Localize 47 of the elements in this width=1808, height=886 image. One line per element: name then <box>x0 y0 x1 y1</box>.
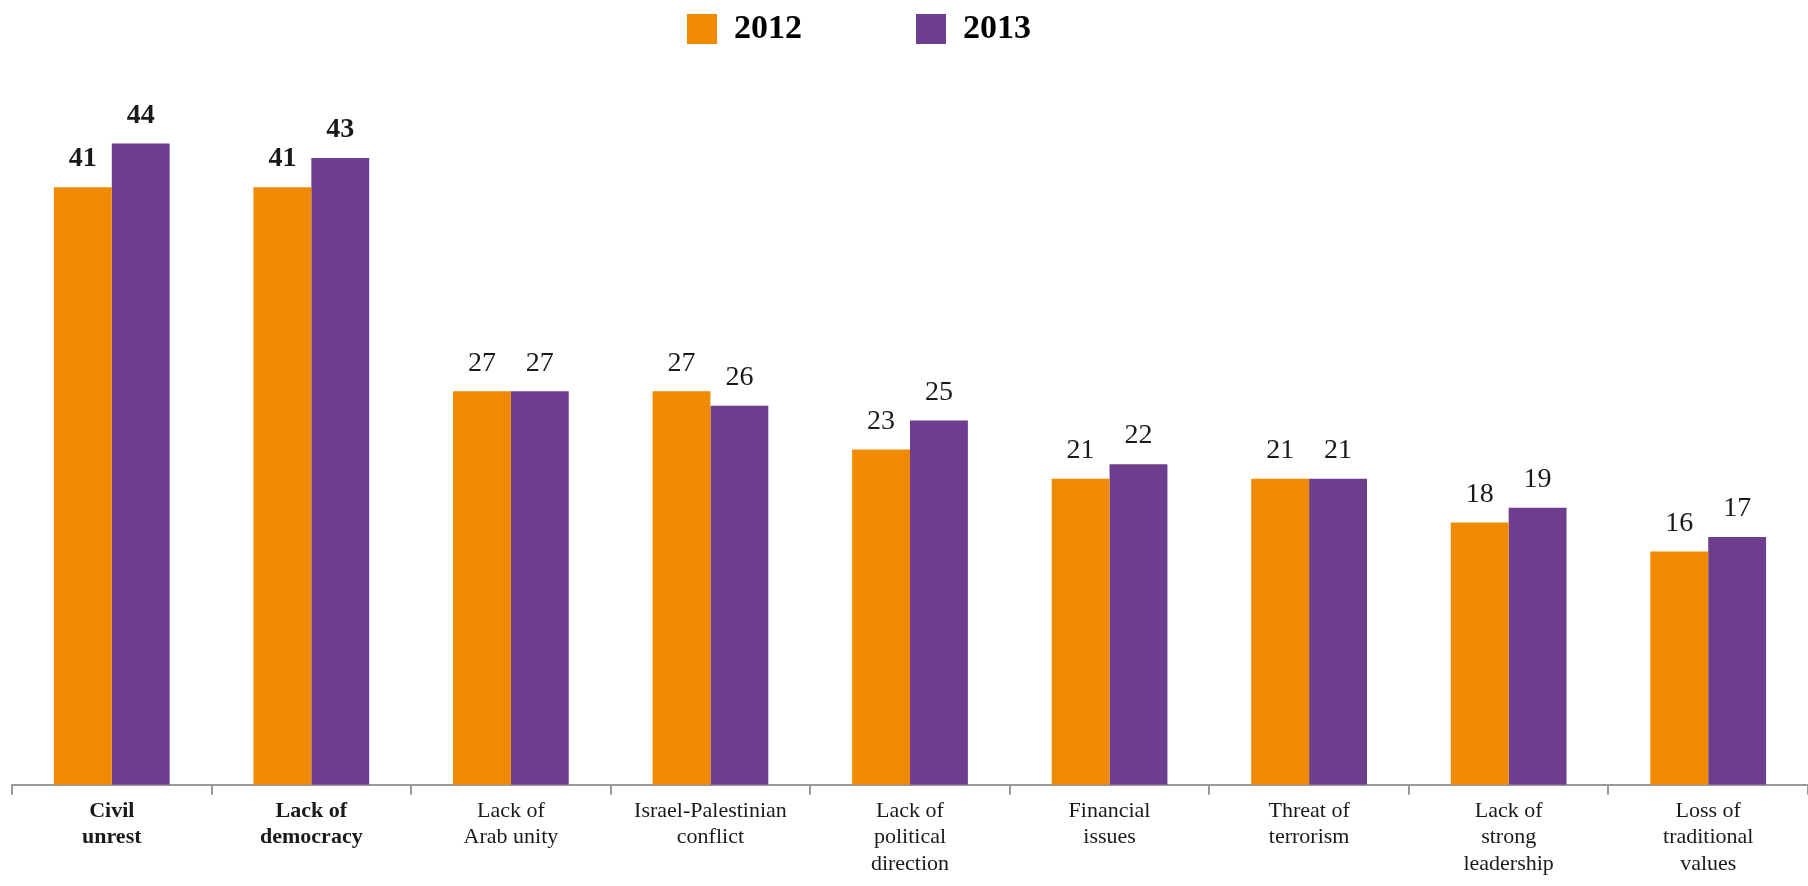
data-label: 43 <box>326 112 355 144</box>
x-tick-label: Threat of terrorism <box>1268 796 1351 849</box>
data-label: 27 <box>467 345 496 377</box>
x-tick-label: Lack of democracy <box>260 796 363 849</box>
bar <box>1109 464 1168 785</box>
data-label: 22 <box>1124 418 1153 450</box>
bar <box>53 187 112 785</box>
data-label: 18 <box>1465 476 1494 508</box>
legend-label: 2013 <box>963 7 1133 45</box>
bar <box>1450 522 1509 785</box>
data-label: 41 <box>268 141 297 173</box>
bar <box>1051 478 1110 785</box>
bar <box>111 143 170 785</box>
legend-label: 2012 <box>734 7 904 45</box>
x-tick-label: Lack of political direction <box>870 796 950 875</box>
bar <box>852 449 910 785</box>
x-tick-label: Loss of traditional values <box>1663 796 1754 875</box>
bar <box>710 405 769 785</box>
x-tick-label: Israel-Palestinian conflict <box>634 796 787 849</box>
data-label: 21 <box>1066 433 1095 465</box>
data-label: 27 <box>667 345 696 377</box>
data-label: 17 <box>1723 491 1752 523</box>
bar <box>910 420 968 785</box>
x-tick-label: Financial issues <box>1068 796 1151 849</box>
x-tick-label: Lack of Arab unity <box>463 796 559 849</box>
bar <box>652 391 711 785</box>
data-label: 26 <box>725 360 754 392</box>
bar <box>311 158 370 785</box>
bar <box>1251 478 1310 785</box>
data-label: 21 <box>1324 433 1353 465</box>
x-tick-label: Civil unrest <box>82 796 143 849</box>
data-label: 21 <box>1266 433 1295 465</box>
data-label: 27 <box>525 345 554 377</box>
x-tick-label: Lack of strong leadership <box>1463 796 1554 875</box>
data-label: 19 <box>1523 462 1552 494</box>
bar <box>1508 507 1567 785</box>
data-label: 16 <box>1665 505 1694 537</box>
bar <box>1650 551 1709 785</box>
bar <box>510 391 569 785</box>
data-label: 25 <box>924 374 953 406</box>
bar <box>1708 537 1767 785</box>
data-label: 23 <box>867 403 896 435</box>
data-label: 41 <box>68 141 97 173</box>
bar <box>453 391 511 785</box>
data-label: 44 <box>126 97 155 129</box>
bar <box>1309 478 1367 785</box>
bar <box>253 187 312 785</box>
